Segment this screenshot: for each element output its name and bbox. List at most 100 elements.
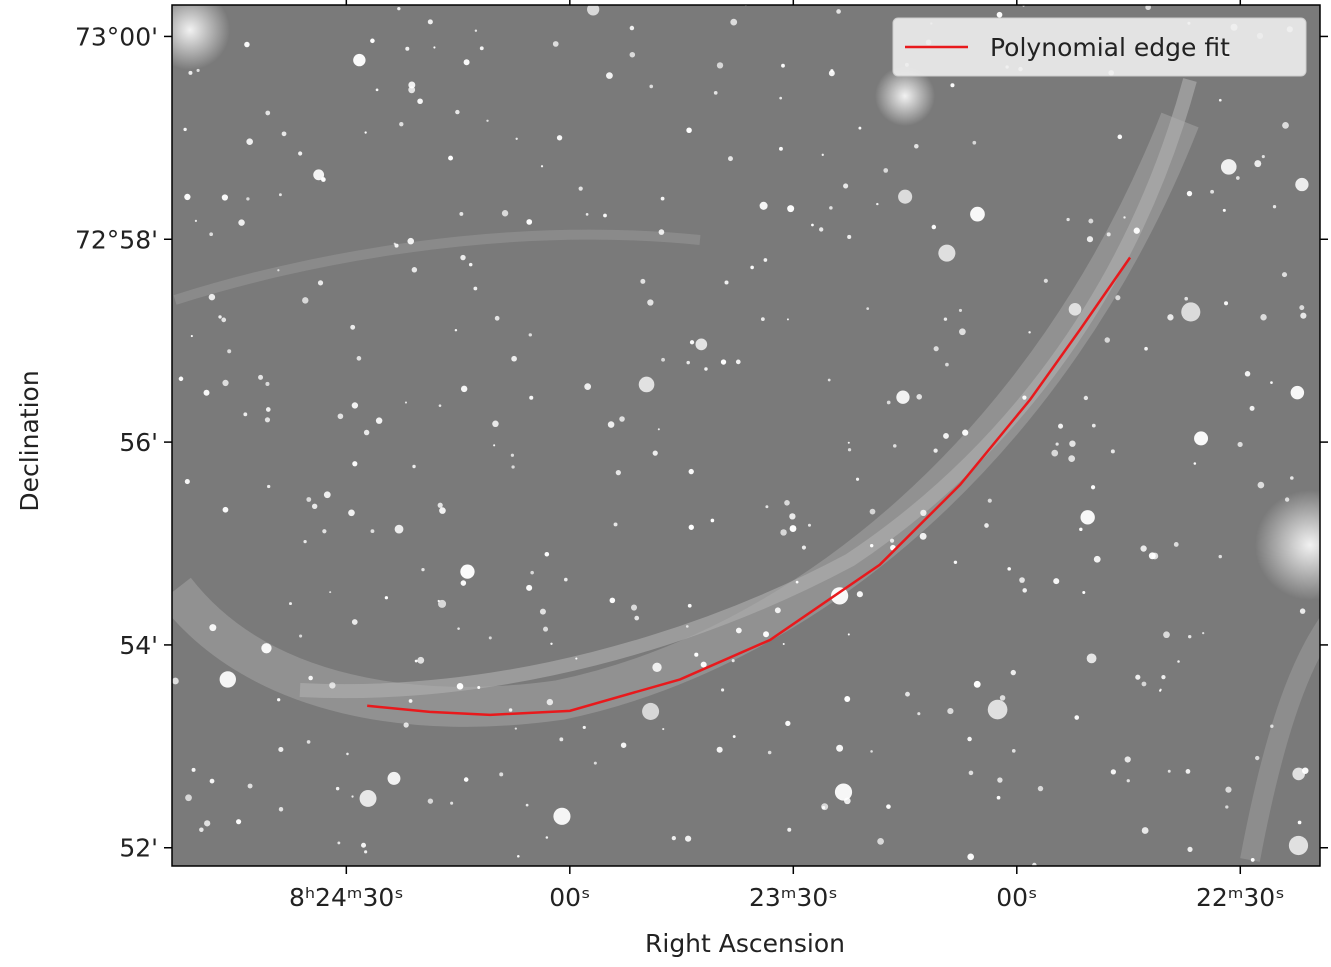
- star: [553, 807, 571, 825]
- star: [997, 777, 1003, 783]
- star: [203, 389, 210, 396]
- star: [836, 744, 844, 752]
- star: [947, 707, 954, 715]
- star: [652, 662, 662, 673]
- star: [1161, 674, 1166, 680]
- star: [278, 746, 284, 753]
- star: [1074, 715, 1080, 720]
- star: [1141, 827, 1149, 834]
- star: [455, 109, 460, 115]
- star: [529, 395, 534, 400]
- star: [1255, 755, 1260, 761]
- star: [585, 212, 589, 216]
- star: [1290, 476, 1294, 480]
- star: [999, 695, 1006, 701]
- y-tick-label: 73°00': [75, 22, 158, 51]
- star: [486, 119, 489, 122]
- star: [1037, 785, 1044, 792]
- star: [511, 465, 515, 469]
- star: [375, 417, 383, 424]
- star: [265, 381, 270, 386]
- star: [973, 680, 981, 688]
- star: [1080, 510, 1095, 525]
- star: [370, 529, 375, 534]
- star: [564, 577, 568, 582]
- star: [244, 41, 250, 48]
- x-axis-label: Right Ascension: [645, 929, 845, 958]
- star: [883, 168, 889, 173]
- plot-frame: [171, 4, 1321, 867]
- star: [1270, 381, 1273, 384]
- star: [278, 807, 284, 812]
- star: [759, 201, 768, 210]
- star: [582, 725, 586, 730]
- star: [556, 135, 563, 141]
- star: [638, 376, 655, 393]
- star: [1145, 5, 1151, 11]
- star: [967, 736, 972, 742]
- star: [658, 229, 665, 235]
- star: [178, 376, 184, 382]
- star: [1032, 862, 1037, 866]
- star: [704, 367, 708, 371]
- star: [543, 626, 549, 632]
- star: [427, 798, 434, 804]
- star: [829, 206, 833, 210]
- star: [499, 772, 504, 777]
- star: [278, 193, 282, 197]
- star: [1218, 98, 1222, 102]
- star: [437, 599, 440, 603]
- star: [1115, 295, 1121, 301]
- star: [730, 18, 738, 26]
- star: [450, 801, 454, 805]
- star: [671, 835, 676, 841]
- star: [359, 789, 377, 807]
- star: [394, 243, 399, 248]
- star: [898, 189, 913, 204]
- star: [889, 538, 895, 543]
- star: [843, 183, 849, 189]
- star: [847, 448, 852, 452]
- star: [634, 615, 640, 621]
- star: [886, 804, 891, 809]
- star: [454, 328, 458, 332]
- star: [828, 70, 835, 77]
- star: [474, 29, 478, 32]
- star: [246, 138, 253, 145]
- star: [919, 532, 927, 540]
- star: [587, 5, 600, 16]
- star: [987, 498, 992, 503]
- x-tick-label: 8ʰ24ᵐ30ˢ: [289, 883, 404, 912]
- star: [1007, 567, 1011, 571]
- star: [1123, 216, 1126, 219]
- star: [417, 98, 423, 105]
- star: [844, 696, 851, 702]
- star: [433, 46, 436, 49]
- legend-label: Polynomial edge fit: [990, 33, 1230, 62]
- star: [329, 591, 332, 594]
- x-tick-label: 00ˢ: [996, 883, 1037, 912]
- star: [526, 219, 533, 225]
- star: [172, 677, 179, 685]
- star: [958, 308, 963, 312]
- star: [427, 19, 433, 25]
- star: [1053, 578, 1060, 585]
- star: [959, 328, 966, 336]
- star: [784, 499, 790, 506]
- star: [834, 783, 853, 801]
- star: [968, 770, 974, 776]
- star: [258, 374, 264, 380]
- star: [819, 227, 824, 232]
- star: [337, 841, 341, 845]
- star: [540, 165, 544, 168]
- star: [619, 416, 625, 422]
- star: [938, 244, 956, 262]
- star: [1290, 385, 1305, 400]
- star: [1282, 121, 1289, 129]
- star: [1083, 395, 1089, 401]
- star: [855, 477, 860, 481]
- star: [647, 299, 654, 306]
- star: [265, 110, 271, 116]
- star: [501, 210, 509, 217]
- star: [1159, 688, 1162, 691]
